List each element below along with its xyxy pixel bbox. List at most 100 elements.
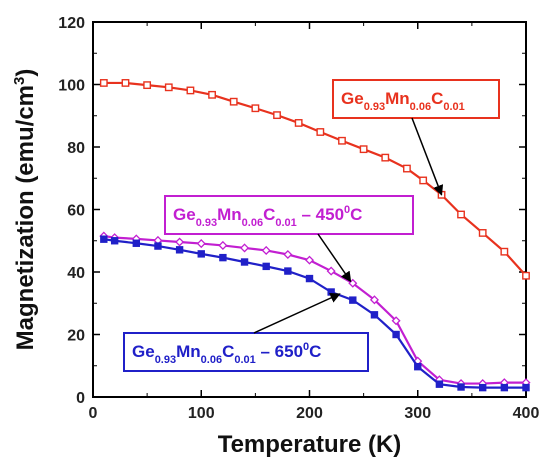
data-point <box>273 111 281 120</box>
data-point <box>164 83 173 92</box>
series-as_grown <box>99 79 530 280</box>
data-point <box>196 239 206 249</box>
y-axis-title-main: Magnetization (emu/cm <box>12 85 39 350</box>
data-point <box>305 274 314 283</box>
data-point <box>100 235 108 243</box>
data-point <box>283 249 293 260</box>
data-point <box>121 79 130 87</box>
y-tick-label: 20 <box>67 328 85 345</box>
y-axis-title: Magnetization (emu/cm3) <box>11 69 39 351</box>
series-label-as_grown: Ge0.93Mn0.06C0.01 <box>332 79 500 196</box>
series-label-part: 0.93 <box>155 354 176 366</box>
series-label-part: 0.06 <box>410 101 431 113</box>
y-axis-title-superscript: 3 <box>11 77 28 85</box>
data-point <box>110 237 119 245</box>
series-label-part: C <box>431 89 443 108</box>
y-tick-label: 60 <box>67 203 85 220</box>
series-label-annealed_450: Ge0.93Mn0.06C0.01 – 4500C <box>164 195 414 283</box>
y-tick-label: 120 <box>58 15 85 32</box>
data-point <box>478 229 487 237</box>
series-annealed_650 <box>100 235 530 392</box>
data-point <box>154 242 162 250</box>
series-label-part: 0.06 <box>201 354 222 366</box>
data-point <box>338 136 346 145</box>
data-point <box>262 262 270 271</box>
y-tick-label: 80 <box>67 140 85 157</box>
series-label-part: Ge <box>341 89 364 108</box>
series-label-part: Mn <box>385 89 410 108</box>
data-point <box>143 81 152 90</box>
series-label-box <box>164 195 414 235</box>
series-label-part: Ge <box>173 205 196 224</box>
data-point <box>414 362 422 371</box>
data-point <box>316 128 325 136</box>
x-tick-label: 300 <box>404 405 431 422</box>
data-point <box>251 104 260 113</box>
data-point <box>522 383 530 392</box>
series-label-part: 0.01 <box>275 217 296 229</box>
series-label-part: 0 <box>303 341 309 353</box>
data-point <box>240 258 249 266</box>
data-point <box>186 86 195 95</box>
data-point <box>229 97 238 106</box>
series-label-box <box>123 332 369 372</box>
data-point <box>349 296 357 304</box>
data-point <box>457 383 465 391</box>
data-point <box>522 271 530 280</box>
series-label-annealed_650: Ge0.93Mn0.06C0.01 – 6500C <box>123 293 369 372</box>
y-tick-label: 100 <box>58 78 85 95</box>
data-point <box>419 176 428 185</box>
x-tick-label: 0 <box>89 405 98 422</box>
series-label-part: – 650 <box>256 342 303 361</box>
series-label-part: 0.01 <box>443 101 464 113</box>
series-label-part: C <box>309 342 321 361</box>
data-point <box>197 250 205 258</box>
series-label-box <box>332 79 500 119</box>
data-point <box>132 239 141 247</box>
series-label-text: Ge0.93Mn0.06C0.01 – 4500C <box>173 204 362 229</box>
data-point <box>284 267 292 275</box>
series-label-text: Ge0.93Mn0.06C0.01 <box>341 89 465 113</box>
data-point <box>327 288 335 296</box>
data-point <box>370 311 379 319</box>
data-point <box>500 247 509 256</box>
data-point <box>479 383 487 392</box>
data-point <box>457 210 465 219</box>
axis-ticks: 0 100 200 300 400 0 20 40 60 80 100 120 <box>58 15 539 422</box>
data-point <box>359 145 368 154</box>
data-point <box>326 266 336 276</box>
data-point <box>294 119 303 127</box>
series-label-part: 0.06 <box>242 217 263 229</box>
series-label-part: 0.01 <box>234 354 255 366</box>
y-tick-label: 40 <box>67 265 85 282</box>
data-point <box>240 243 250 253</box>
series-layer <box>99 79 531 392</box>
series-label-text: Ge0.93Mn0.06C0.01 – 6500C <box>132 341 321 366</box>
series-label-part: Mn <box>217 205 242 224</box>
x-tick-label: 200 <box>296 405 323 422</box>
data-point <box>369 295 379 305</box>
series-label-part: Mn <box>176 342 201 361</box>
x-axis-title: Temperature (K) <box>218 431 402 458</box>
data-point <box>261 245 271 255</box>
data-point <box>175 237 185 247</box>
data-point <box>99 79 108 87</box>
data-point <box>218 240 228 250</box>
series-label-part: 0.93 <box>196 217 217 229</box>
data-point <box>175 246 184 254</box>
x-tick-label: 100 <box>188 405 215 422</box>
data-point <box>381 153 390 162</box>
y-tick-label: 0 <box>76 390 85 407</box>
series-label-part: Ge <box>132 342 155 361</box>
data-point <box>304 255 315 265</box>
data-point <box>208 90 216 99</box>
series-label-part: C <box>222 342 234 361</box>
data-point <box>435 380 444 388</box>
y-axis-title-close: ) <box>12 69 39 77</box>
series-label-part: C <box>263 205 275 224</box>
series-label-part: 0.93 <box>364 101 385 113</box>
series-label-arrow <box>317 233 352 283</box>
series-label-part: 0 <box>344 204 350 216</box>
